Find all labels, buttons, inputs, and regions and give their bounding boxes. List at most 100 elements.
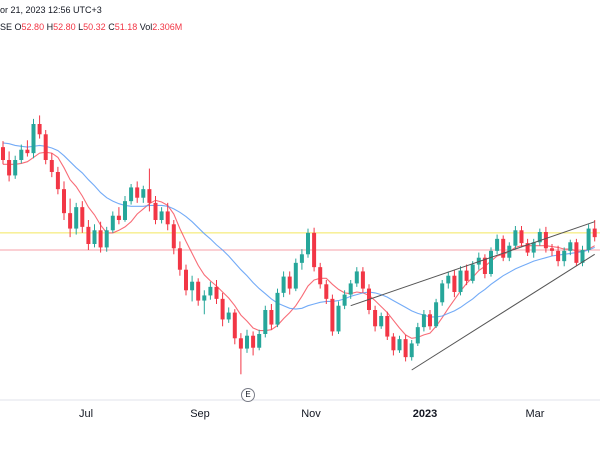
candle-body: [214, 286, 219, 299]
candle-body: [403, 339, 408, 358]
candle-body: [153, 202, 158, 220]
ohlc-legend: SE O52.80 H52.80 L50.32 C51.18 Vol2.306M: [0, 22, 182, 32]
candle-body: [177, 248, 182, 270]
candle-body: [141, 189, 146, 198]
candle-body: [342, 294, 347, 306]
candle-body: [421, 314, 426, 328]
candle-body: [330, 298, 335, 332]
earnings-marker[interactable]: E: [241, 388, 255, 402]
candle-body: [92, 230, 97, 244]
candle-body: [519, 230, 524, 244]
candle-body: [238, 338, 243, 349]
candle-body: [129, 187, 134, 202]
exchange-fragment: SE: [0, 22, 13, 32]
candle-body: [275, 292, 280, 325]
volume-value: 2.306M: [152, 22, 183, 32]
candle-body: [507, 245, 512, 258]
header-date: or 21, 2023 12:56 UTC+3: [0, 5, 102, 15]
candle-body: [98, 230, 103, 248]
candle-body: [269, 310, 274, 325]
candle-body: [110, 215, 115, 231]
candle-body: [263, 310, 268, 334]
x-tick-jul: Jul: [78, 408, 94, 420]
trendline-channel-lower: [411, 253, 595, 371]
candle-body: [379, 316, 384, 327]
x-tick-nov: Nov: [301, 408, 321, 420]
candle-body: [184, 269, 188, 291]
candle-body: [360, 271, 365, 289]
candle-body: [489, 250, 493, 274]
candle-body: [196, 281, 201, 301]
candle-body: [312, 232, 317, 268]
candle-body: [293, 262, 298, 289]
header-date-text: or 21, 2023 12:56 UTC+3: [0, 5, 102, 15]
candle-body: [537, 232, 542, 243]
candle-body: [354, 271, 359, 284]
candle-body: [299, 254, 304, 263]
candle-body: [385, 316, 390, 337]
candle-body: [159, 211, 164, 220]
candle-body: [336, 305, 341, 332]
candle-body: [190, 281, 195, 291]
close-value: 51.18: [114, 22, 138, 32]
candle-body: [245, 335, 249, 349]
candle-body: [116, 215, 121, 220]
moving-average-slow: [2, 142, 595, 318]
close-label: C: [108, 22, 115, 32]
candle-body: [482, 257, 487, 274]
candle-body: [391, 336, 396, 351]
candle-body: [434, 302, 439, 327]
candle-body: [525, 243, 530, 253]
candle-body: [397, 339, 402, 351]
x-tick-sep: Sep: [190, 408, 210, 420]
candle-body: [62, 189, 66, 214]
candle-body: [452, 275, 457, 292]
trendline-channel-upper: [350, 221, 595, 307]
candle-body: [251, 335, 256, 348]
candle-body: [592, 228, 597, 238]
candle-body: [25, 149, 30, 154]
candle-body: [1, 147, 5, 160]
x-tick-2023: 2023: [412, 408, 438, 420]
candle-body: [147, 189, 152, 203]
candle-body: [543, 232, 548, 249]
candle-body: [202, 295, 207, 301]
candle-body: [55, 172, 60, 190]
candle-body: [531, 242, 536, 253]
candle-body: [208, 286, 213, 296]
candle-body: [281, 276, 286, 293]
candle-body: [580, 250, 585, 263]
candle-body: [226, 312, 231, 320]
candle-body: [31, 124, 36, 154]
candle-body: [501, 238, 506, 258]
candle-body: [464, 270, 469, 281]
open-value: 52.80: [21, 22, 45, 32]
candle-body: [135, 187, 140, 198]
candle-body: [409, 343, 414, 358]
candle-body: [80, 207, 85, 227]
open-label: O: [14, 22, 22, 32]
low-label: L: [78, 22, 84, 32]
candle-body: [458, 270, 463, 292]
candle-body: [550, 248, 554, 251]
candle-body: [324, 284, 329, 299]
candle-body: [13, 160, 18, 176]
candle-body: [19, 149, 24, 160]
candle-body: [574, 242, 579, 263]
candle-body: [586, 228, 591, 250]
candle-body: [470, 264, 475, 281]
candle-body: [306, 232, 310, 255]
candle-body: [7, 160, 12, 176]
candle-body: [287, 276, 292, 289]
moving-average-fast: [3, 151, 595, 339]
candle-body: [440, 283, 445, 303]
candle-body: [49, 160, 54, 172]
candle-body: [123, 201, 127, 220]
candle-body: [428, 314, 432, 327]
candle-body: [415, 327, 420, 344]
low-value: 50.32: [83, 22, 106, 32]
candle-body: [43, 134, 48, 160]
candle-body: [513, 230, 518, 246]
